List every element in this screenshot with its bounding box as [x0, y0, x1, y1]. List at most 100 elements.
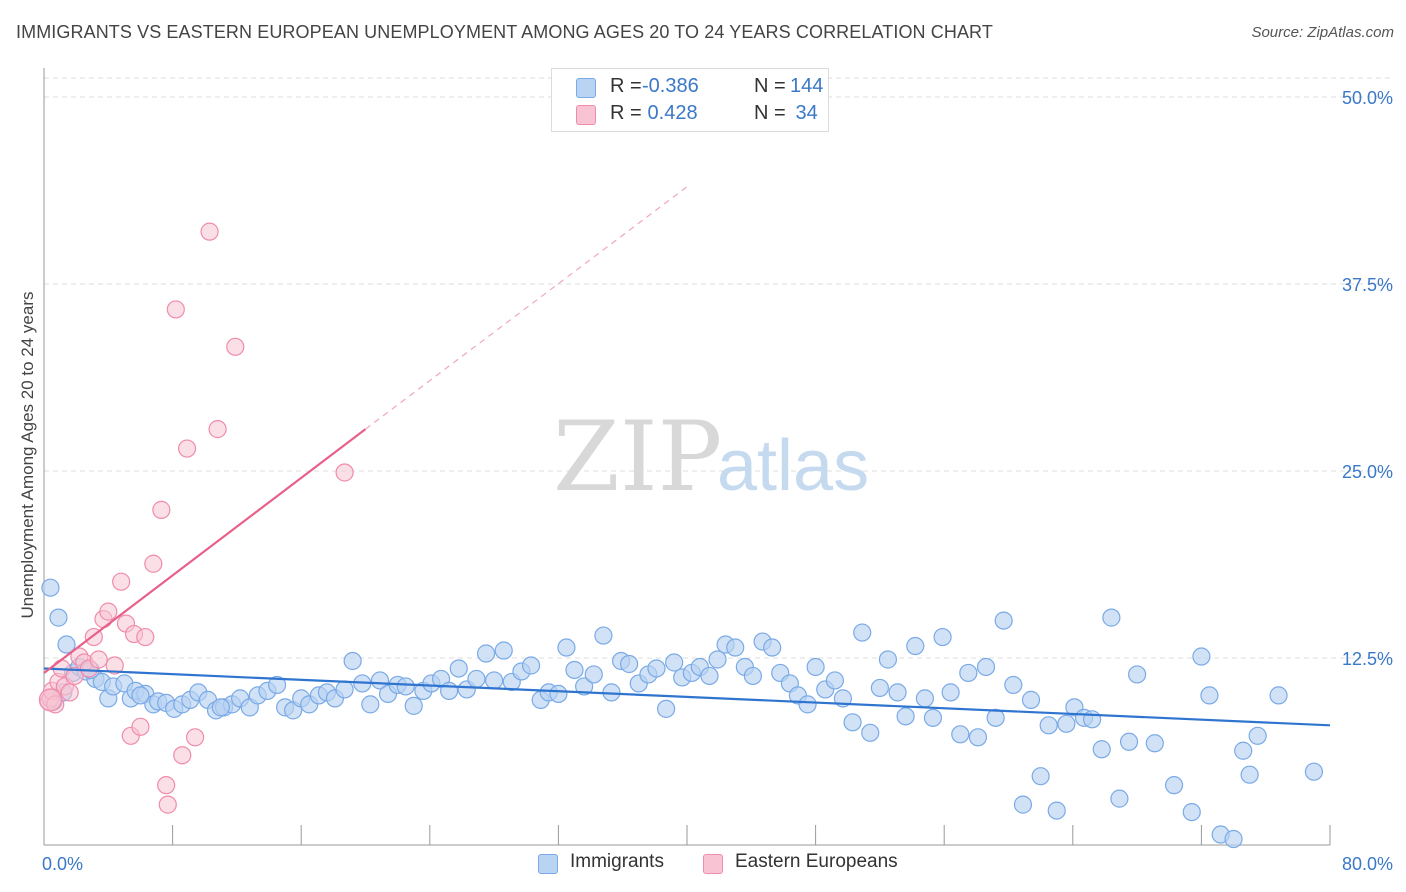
immigrants-point	[449, 659, 468, 678]
immigrants-point	[594, 626, 613, 645]
r-value: 0.428	[642, 102, 698, 124]
immigrants-point	[404, 696, 423, 715]
immigrants-point	[861, 723, 880, 742]
x-tick-label: 0.0%	[42, 854, 83, 874]
trend-lines	[43, 186, 1331, 727]
tick-labels: 12.5% 25.0% 37.5% 50.0% 0.0% 80.0%	[42, 88, 1393, 874]
immigrants-point	[923, 708, 943, 727]
immigrants-point	[647, 659, 666, 678]
eastern-europeans-point	[65, 666, 84, 686]
eastern-europeans-points	[38, 222, 354, 814]
immigrants-point	[1013, 795, 1033, 814]
eastern-europeans-point	[173, 746, 192, 765]
immigrants-point	[798, 695, 817, 714]
immigrants-point	[941, 683, 960, 702]
immigrants-point	[494, 641, 513, 660]
immigrants-point	[1092, 740, 1111, 759]
y-tick-label: 50.0%	[1342, 88, 1393, 108]
y-tick-label: 37.5%	[1342, 275, 1393, 295]
y-tick-label: 25.0%	[1342, 462, 1393, 482]
immigrants-point	[853, 623, 872, 642]
immigrants-point	[657, 699, 676, 718]
series-legend: Immigrants Eastern Europeans	[0, 851, 1406, 877]
immigrants-point	[49, 608, 68, 627]
y-tick-label: 12.5%	[1342, 649, 1393, 669]
immigrants-point	[439, 681, 459, 701]
immigrants-point	[370, 671, 390, 690]
eastern-europeans-point	[144, 554, 163, 573]
n-value: 34	[790, 102, 818, 124]
immigrants-point	[1304, 762, 1324, 781]
immigrants-point	[726, 638, 745, 657]
immigrants-point	[1047, 801, 1066, 820]
immigrants-point	[1269, 686, 1288, 705]
watermark-atlas: atlas	[717, 426, 869, 506]
correlation-legend: R = -0.386 N = 144 R = 0.428 N = 34	[551, 68, 829, 132]
immigrants-point	[1110, 789, 1129, 808]
immigrants-point	[211, 698, 230, 717]
immigrants-point	[806, 657, 825, 677]
legend-label: Eastern Europeans	[735, 851, 898, 872]
eastern-europeans-point	[152, 500, 171, 519]
immigrants-point	[1119, 732, 1139, 751]
immigrants-point	[743, 666, 763, 686]
immigrants-point	[1021, 690, 1041, 709]
immigrants-point	[1082, 710, 1102, 729]
eastern-europeans-point	[177, 439, 197, 458]
legend-label: Immigrants	[570, 851, 664, 872]
immigrants-point	[575, 677, 594, 696]
immigrants-point	[843, 713, 862, 732]
immigrants-point	[565, 660, 584, 680]
immigrants-point	[888, 683, 907, 702]
immigrants-point	[521, 656, 541, 675]
immigrants-point	[1102, 608, 1121, 627]
immigrants-point	[267, 675, 287, 695]
watermark-zip: ZIP	[553, 401, 722, 513]
immigrants-point	[763, 638, 782, 657]
n-value: 144	[790, 75, 824, 97]
immigrants-point	[1248, 726, 1267, 745]
immigrants-point	[343, 651, 362, 671]
eastern-europeans-point	[186, 728, 205, 747]
immigrants-point	[1004, 675, 1023, 695]
immigrants-point	[994, 611, 1013, 630]
axes	[43, 68, 1331, 846]
eastern-europeans-point	[208, 420, 227, 439]
immigrants-point	[584, 665, 603, 684]
immigrants-point	[976, 657, 996, 677]
immigrants-point	[57, 635, 76, 654]
immigrants-point	[1234, 741, 1253, 760]
immigrants-point	[870, 678, 890, 698]
x-tick-label: 80.0%	[1342, 854, 1393, 874]
immigrants-point	[959, 663, 978, 683]
immigrants-point	[1200, 686, 1219, 705]
eastern-europeans-point	[105, 656, 124, 675]
immigrants-point	[665, 653, 684, 672]
immigrants-points	[41, 578, 1324, 849]
eastern-europeans-point	[136, 627, 155, 647]
r-label: R =	[610, 102, 642, 124]
source-label: Source: ZipAtlas.com	[1251, 24, 1394, 41]
immigrants-point	[896, 707, 915, 726]
eastern-europeans-swatch	[703, 854, 723, 874]
watermark: ZIP atlas	[553, 401, 869, 513]
eastern-europeans-point	[200, 222, 219, 241]
immigrants-point	[557, 638, 576, 657]
immigrants-point	[335, 680, 354, 699]
eastern-europeans-point	[99, 602, 118, 621]
immigrants-point	[396, 677, 415, 696]
eastern-europeans-point	[157, 776, 176, 795]
immigrants-swatch	[576, 78, 596, 98]
immigrants-point	[620, 654, 639, 674]
eastern-europeans-point	[226, 337, 245, 356]
r-label: R =	[610, 75, 642, 97]
eastern-europeans-trend-line	[43, 428, 367, 674]
immigrants-point	[1057, 714, 1076, 733]
immigrants-point	[467, 669, 486, 689]
immigrants-point	[549, 684, 568, 704]
immigrants-point	[700, 666, 719, 686]
immigrants-point	[1192, 647, 1211, 666]
immigrants-trend-line	[43, 667, 1331, 727]
immigrants-point	[986, 708, 1005, 727]
